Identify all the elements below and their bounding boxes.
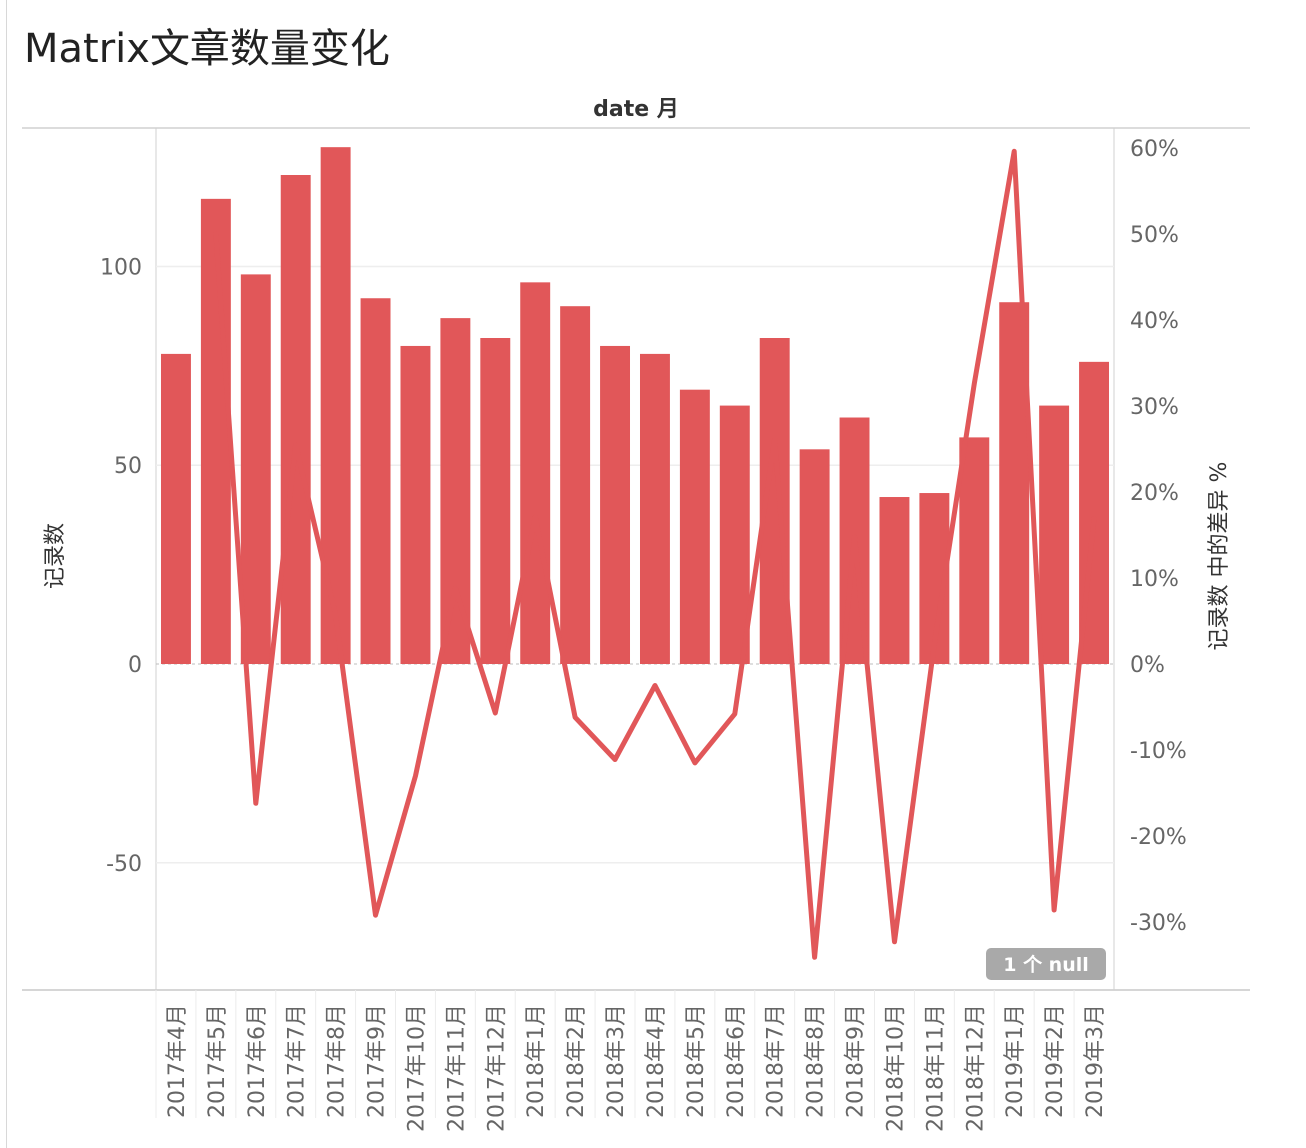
pct-diff-line: [213, 148, 1097, 960]
bar-2018年6月: [719, 405, 750, 664]
bar-2017年12月: [480, 338, 511, 664]
bar-2018年8月: [799, 449, 830, 664]
x-tick-label: 2018年1月: [524, 1004, 549, 1118]
bar-2018年10月: [879, 497, 910, 664]
x-tick-label: 2017年10月: [404, 1004, 429, 1132]
y2-tick-label: 50%: [1130, 223, 1179, 248]
x-tick-label: 2017年5月: [205, 1004, 230, 1118]
y2-tick-label: 30%: [1130, 395, 1179, 420]
null-indicator-label: 1 个 null: [1003, 954, 1089, 976]
y2-tick-label: -30%: [1130, 911, 1187, 936]
x-tick-label: 2017年9月: [365, 1004, 390, 1118]
y2-tick-label: 40%: [1130, 309, 1179, 334]
x-tick-label: 2017年6月: [245, 1004, 270, 1118]
x-tick-label: 2017年7月: [285, 1004, 310, 1118]
y2-tick-label: 0%: [1130, 653, 1165, 678]
y-tick-label: 50: [114, 454, 142, 479]
y2-tick-label: -10%: [1130, 739, 1187, 764]
y-tick-label: -50: [106, 852, 142, 877]
y2-tick-label: 20%: [1130, 481, 1179, 506]
bar-2019年2月: [1039, 405, 1070, 664]
x-tick-label: 2018年3月: [604, 1004, 629, 1118]
x-tick-label: 2018年4月: [644, 1004, 669, 1118]
x-tick-label: 2018年9月: [844, 1004, 869, 1118]
x-tick-label: 2017年12月: [484, 1004, 509, 1132]
bar-2018年1月: [520, 282, 551, 664]
x-tick-label: 2018年2月: [564, 1004, 589, 1118]
bar-2017年5月: [200, 198, 231, 665]
bar-2017年7月: [280, 175, 311, 664]
x-tick-label: 2017年11月: [444, 1004, 469, 1132]
x-tick-label: 2019年1月: [1003, 1004, 1028, 1118]
x-tick-label: 2018年7月: [764, 1004, 789, 1118]
null-indicator[interactable]: 1 个 null: [986, 948, 1106, 980]
x-tick-label: 2018年5月: [684, 1004, 709, 1118]
bar-2017年10月: [400, 345, 431, 664]
y2-tick-label: 60%: [1130, 137, 1179, 162]
x-tick-label: 2017年8月: [325, 1004, 350, 1118]
x-tick-label: 2018年6月: [724, 1004, 749, 1118]
y-axis-title: 记录数: [43, 523, 68, 589]
y2-axis-title: 记录数 中的差异 %: [1207, 462, 1232, 651]
bar-2018年4月: [639, 353, 670, 664]
bar-2017年8月: [320, 147, 351, 665]
x-tick-label: 2017年4月: [165, 1004, 190, 1118]
bar-2017年6月: [240, 274, 271, 664]
bar-2017年11月: [440, 318, 471, 664]
bar-2018年12月: [959, 437, 990, 664]
x-tick-label: 2018年8月: [804, 1004, 829, 1118]
bar-2018年3月: [600, 345, 631, 664]
bar-2017年9月: [360, 298, 391, 664]
chart-title: Matrix文章数量变化: [24, 26, 390, 72]
x-tick-label: 2018年10月: [883, 1004, 908, 1132]
x-tick-label: 2019年3月: [1083, 1004, 1108, 1118]
left-border: [6, 0, 7, 1148]
y-tick-label: 0: [128, 653, 142, 678]
y2-tick-label: -20%: [1130, 825, 1187, 850]
y-tick-label: 100: [100, 255, 142, 280]
x-tick-label: 2018年12月: [963, 1004, 988, 1132]
y2-tick-label: 10%: [1130, 567, 1179, 592]
x-tick-label: 2019年2月: [1043, 1004, 1068, 1118]
x-tick-label: 2018年11月: [923, 1004, 948, 1132]
column-header: date 月: [593, 97, 679, 122]
bar-2018年2月: [560, 306, 591, 664]
bar-2018年5月: [679, 389, 710, 664]
bar-2017年4月: [160, 353, 191, 664]
